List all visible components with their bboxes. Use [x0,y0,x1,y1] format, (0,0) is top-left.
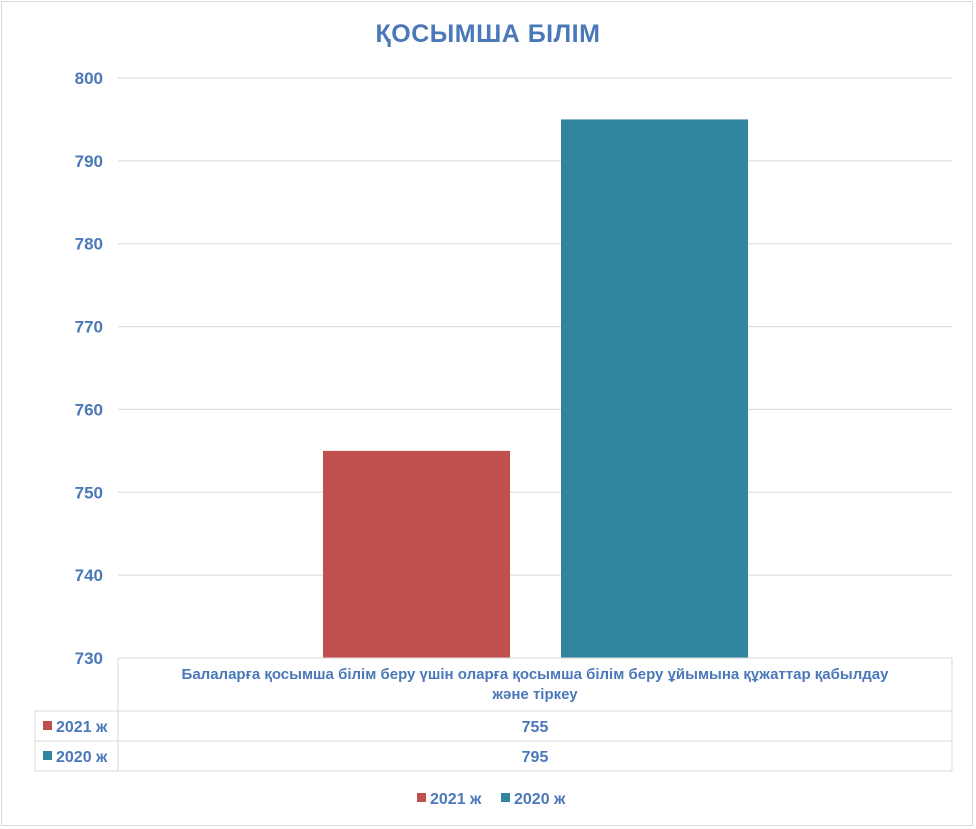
chart-title: ҚОСЫМША БІЛІМ [375,20,601,48]
category-label: Балаларға қосымша білім беру үшін оларға… [182,666,890,683]
category-label: және тіркеу [491,686,578,703]
gridlines [118,77,952,659]
y-axis: 730 740 750 760 770 780 790 800 [75,69,103,668]
y-tick-label: 780 [75,235,103,254]
y-tick-label: 730 [75,649,103,668]
row-label: 2020 ж [56,749,108,766]
legend-label: 2020 ж [514,791,566,808]
legend-swatch [501,793,510,802]
data-label: 795 [522,749,549,766]
data-table: Балаларға қосымша білім беру үшін оларға… [34,657,953,772]
bar-2020-ж [561,119,748,658]
y-tick-label: 740 [75,566,103,585]
data-label: 755 [522,719,549,736]
y-tick-label: 770 [75,318,103,337]
legend-key [43,751,52,760]
legend-swatch [417,793,426,802]
bar-2021-ж [323,450,510,658]
row-label: 2021 ж [56,719,108,736]
legend: 2021 ж 2020 ж [417,791,566,808]
y-tick-label: 800 [75,69,103,88]
legend-label: 2021 ж [430,791,482,808]
y-tick-label: 790 [75,152,103,171]
y-tick-label: 750 [75,483,103,502]
bars [323,119,748,658]
legend-key [43,721,52,730]
y-tick-label: 760 [75,400,103,419]
